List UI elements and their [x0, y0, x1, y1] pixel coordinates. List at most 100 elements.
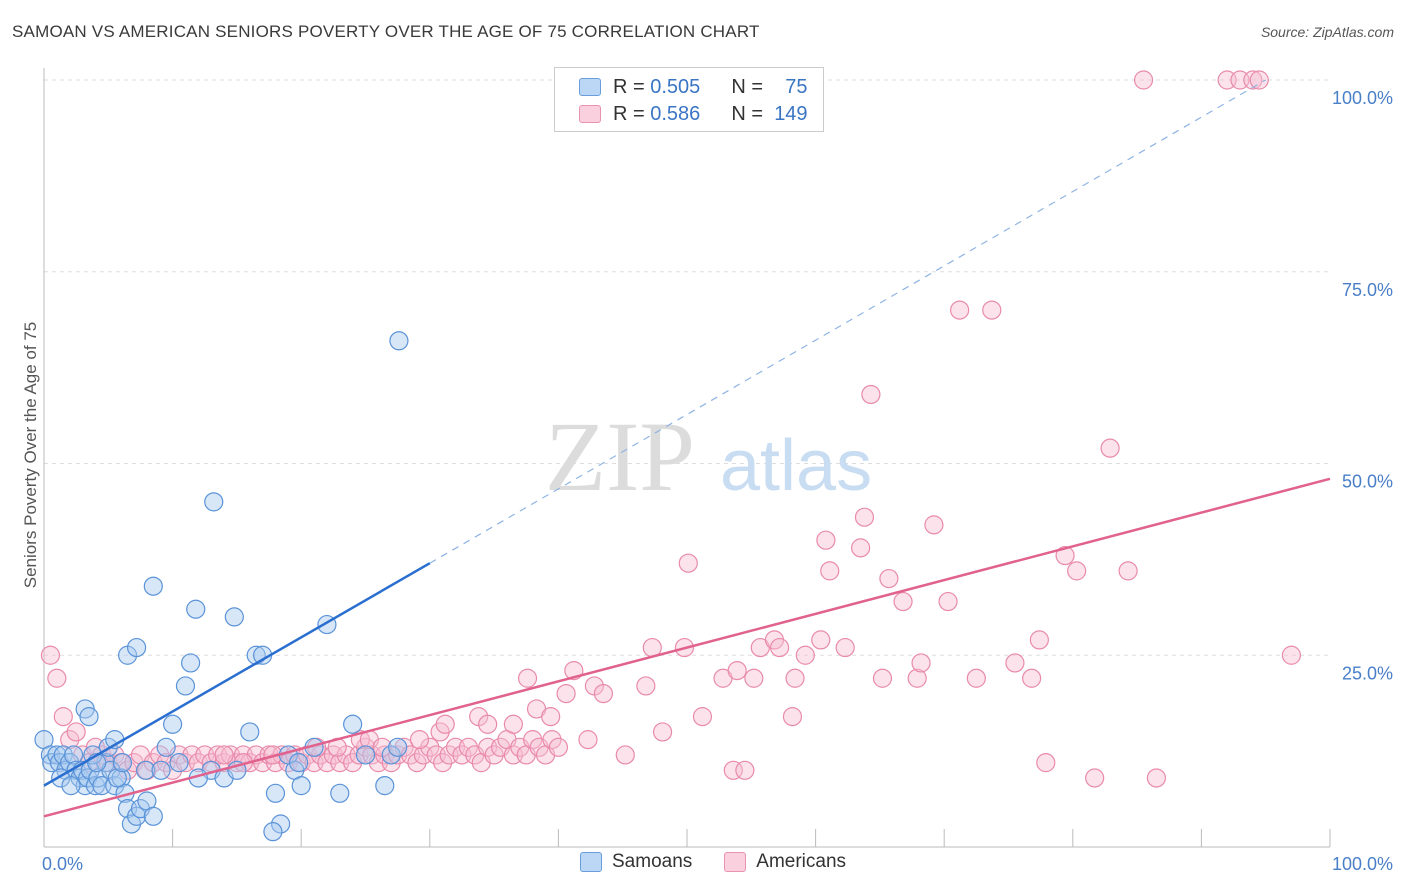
americans-point	[1055, 545, 1075, 566]
samoans-point	[156, 737, 176, 757]
legend-r-value: 0.505	[650, 75, 701, 98]
trend-lines	[43, 79, 1331, 818]
americans-point	[542, 730, 562, 750]
americans-point	[503, 714, 523, 734]
americans-point	[407, 753, 427, 773]
americans-point	[435, 714, 455, 734]
x-tick-label: 100.0%	[1332, 854, 1393, 874]
americans-point	[47, 668, 67, 688]
americans-point	[769, 637, 790, 658]
samoans-point	[204, 492, 224, 512]
samoans-point	[381, 745, 401, 765]
samoans-point	[355, 745, 376, 765]
samoans-point	[143, 806, 163, 826]
americans-point	[556, 683, 576, 704]
americans-point	[53, 707, 73, 727]
americans-point	[433, 753, 453, 773]
americans-point	[735, 760, 755, 780]
samoans-point	[143, 576, 163, 596]
samoans-point	[175, 676, 196, 696]
legend-n-label: N =	[731, 102, 764, 125]
samoans-point	[265, 783, 286, 803]
americans-point	[484, 745, 504, 765]
samoans-point	[291, 776, 311, 796]
samoans-point	[105, 776, 125, 796]
samoans-point	[61, 776, 81, 796]
americans-point	[1249, 70, 1269, 90]
americans-point	[1243, 70, 1263, 90]
samoans-point	[224, 607, 244, 627]
samoans-point	[85, 776, 106, 796]
legend-r-label: R =	[613, 75, 645, 98]
watermark: ZIP atlas	[545, 401, 872, 512]
samoans-point	[112, 753, 133, 773]
samoans-legend-swatch	[580, 852, 602, 872]
series-legend: Samoans Americans	[580, 851, 878, 873]
americans-point	[420, 737, 440, 757]
americans-point	[785, 668, 805, 688]
americans-point	[1029, 630, 1049, 650]
americans-point	[893, 591, 913, 612]
legend-r-value: 0.586	[650, 102, 701, 125]
samoans-point	[163, 714, 183, 734]
y-axis-label: Seniors Poverty Over the Age of 75	[21, 322, 40, 588]
samoans-point	[53, 745, 73, 765]
samoans-point	[263, 822, 283, 842]
americans-point	[820, 561, 840, 581]
americans-point	[523, 730, 543, 750]
americans-point	[950, 300, 970, 320]
americans-point	[214, 745, 234, 765]
y-tick-label: 25.0%	[1342, 663, 1393, 683]
tick-labels: 25.0% 50.0% 75.0% 100.0% 0.0% 100.0%	[42, 88, 1393, 874]
samoans-point	[151, 760, 171, 780]
watermark-zip: ZIP	[545, 401, 695, 512]
americans-point	[1100, 438, 1120, 458]
americans-point	[782, 707, 803, 727]
americans-point	[1036, 753, 1056, 773]
americans-point	[1067, 561, 1087, 581]
americans-point	[1085, 768, 1105, 788]
legend-n-label: N =	[731, 75, 764, 98]
americans-point	[938, 591, 958, 612]
americans-point	[727, 660, 747, 681]
americans-point	[1118, 561, 1138, 581]
americans-point	[409, 730, 430, 750]
samoans-swatch	[579, 78, 601, 96]
americans-point	[816, 530, 836, 550]
americans-swatch	[579, 105, 601, 123]
americans-point	[678, 553, 698, 573]
americans-point	[150, 745, 170, 765]
legend-row-americans: R = 0.586 N = 149	[579, 101, 808, 127]
source-label: Source: ZipAtlas.com	[1260, 24, 1394, 40]
americans-point	[1146, 768, 1166, 788]
americans-point	[1005, 653, 1025, 673]
legend-n-value: 149	[774, 102, 808, 125]
americans-point	[66, 722, 86, 742]
samoans-point	[79, 707, 99, 727]
legend-n-value: 75	[785, 75, 808, 98]
samoans-legend-label: Samoans	[612, 851, 693, 872]
americans-point	[911, 653, 931, 673]
americans-point	[458, 737, 478, 757]
samoans-trend-extension	[429, 79, 1267, 564]
samoans-point	[107, 768, 127, 788]
samoans-point	[63, 745, 84, 765]
x-tick-label: 0.0%	[42, 854, 83, 874]
americans-legend-swatch	[724, 852, 747, 872]
americans-point	[982, 300, 1002, 320]
chart-title: SAMOAN VS AMERICAN SENIORS POVERTY OVER …	[12, 22, 760, 41]
legend-r-label: R =	[613, 102, 645, 125]
correlation-legend: R = 0.505 N = 75 R = 0.586 N = 149	[554, 67, 824, 132]
americans-point	[578, 730, 598, 750]
americans-point	[835, 637, 855, 658]
samoans-point	[240, 722, 260, 742]
americans-point	[851, 538, 871, 558]
samoans-point	[289, 753, 309, 773]
samoans-point	[186, 599, 206, 619]
americans-point	[907, 668, 927, 688]
samoans-point	[169, 753, 189, 773]
samoans-point	[330, 783, 350, 803]
legend-row-samoans: R = 0.505 N = 75	[579, 74, 808, 100]
americans-trend-line	[43, 477, 1331, 818]
legend-item-americans: Americans	[724, 851, 846, 873]
